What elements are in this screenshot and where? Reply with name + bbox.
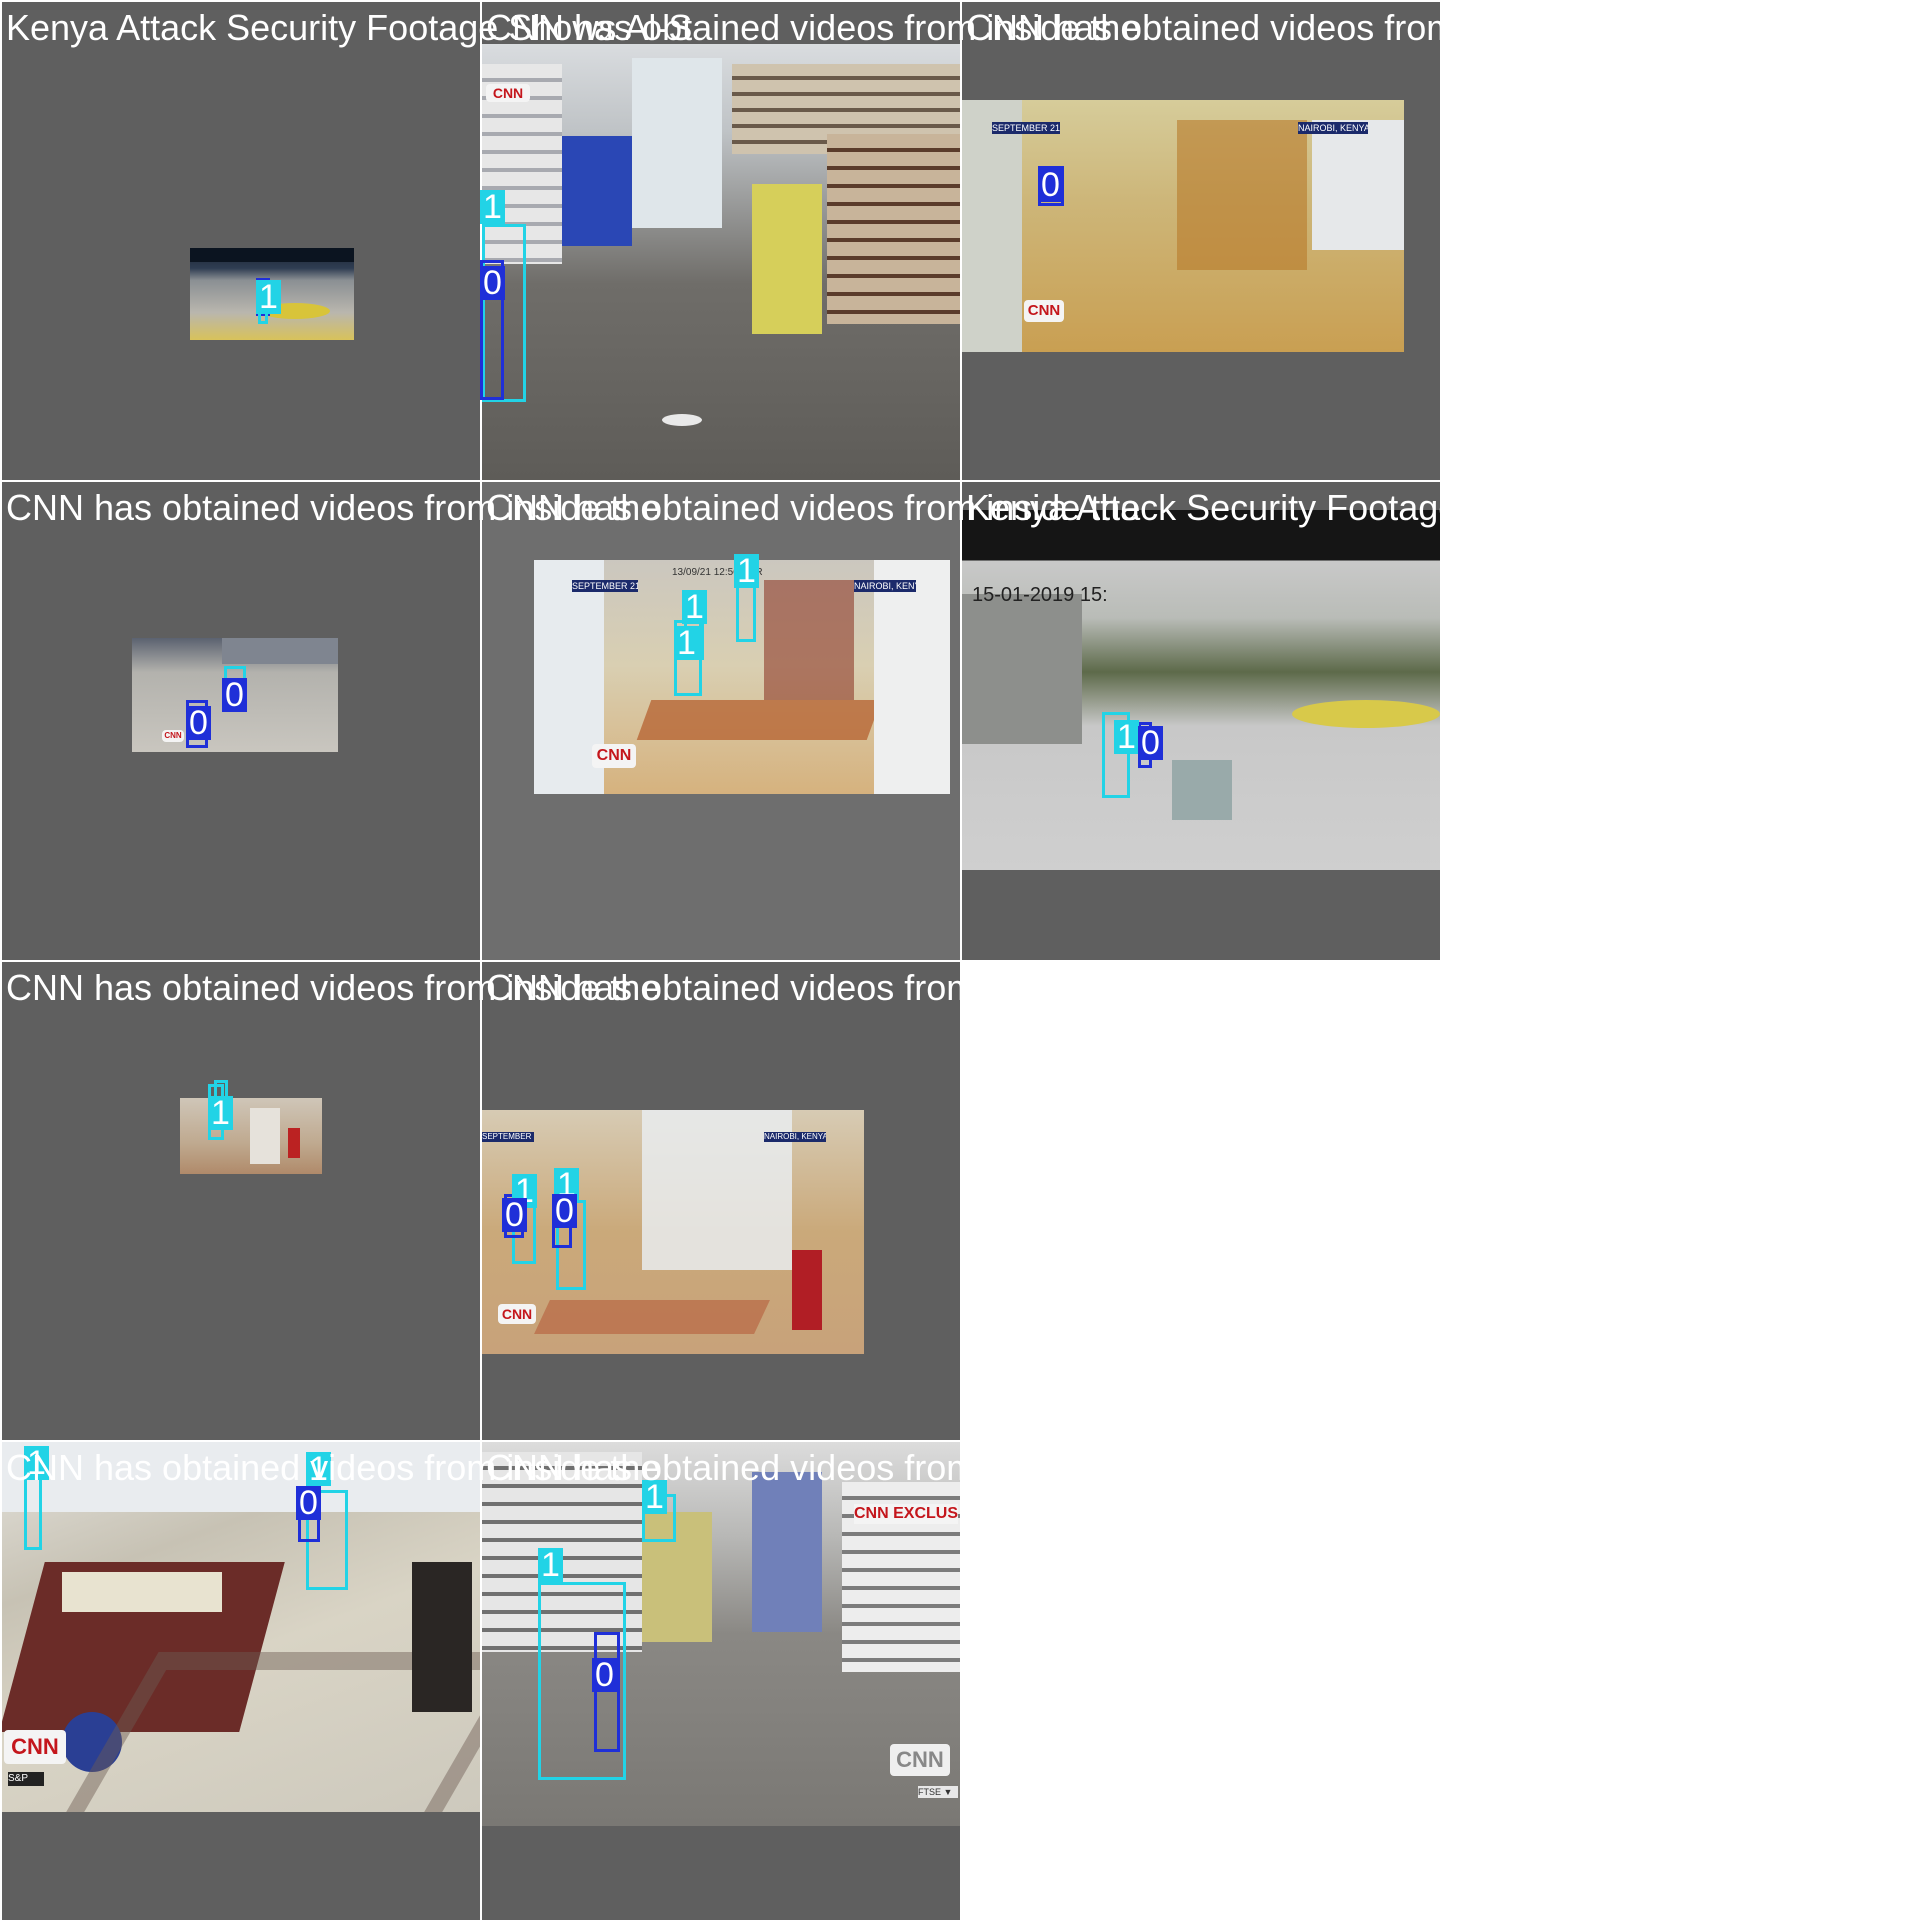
detection-label: 1 — [674, 626, 699, 660]
detection-box-person — [594, 1632, 620, 1752]
cnn-logo: CNN — [1024, 300, 1064, 322]
date-overlay: SEPTEMBER 21 — [572, 580, 638, 592]
frame-image — [962, 510, 1440, 870]
detection-label: 0 — [222, 678, 247, 712]
cnn-logo: CNN — [498, 1304, 536, 1324]
cnn-logo: CNN — [890, 1744, 950, 1776]
cctv-date-overlay: 15-01-2019 15: — [972, 584, 1108, 606]
detection-label: 1 — [306, 1452, 331, 1486]
cnn-logo: CNN — [486, 84, 530, 102]
detection-box-person — [482, 224, 526, 402]
ticker-overlay: FTSE ▼ — [918, 1786, 958, 1798]
detection-label: 1 — [256, 280, 281, 314]
frame-image — [2, 1442, 480, 1812]
detection-label: 1 — [682, 590, 707, 624]
frame-image — [482, 1110, 864, 1354]
mosaic-tile-3: SEPTEMBER 21 NAIROBI, KENYA CNN 0 CNN ha… — [962, 2, 1620, 480]
mosaic-tile-8: SEPTEMBER 21 NAIROBI, KENYA CNN 1 1 0 0 … — [482, 962, 1140, 1440]
mosaic-tile-5: SEPTEMBER 21 NAIROBI, KENYA 13/09/21 12:… — [482, 482, 1140, 960]
detection-label: 1 — [734, 554, 759, 588]
detection-box-person — [538, 1582, 626, 1780]
detection-label: 0 — [1138, 726, 1163, 760]
detection-label: 0 — [552, 1194, 577, 1228]
location-overlay: NAIROBI, KENYA — [1298, 122, 1368, 134]
date-overlay: SEPTEMBER 21 — [482, 1132, 534, 1142]
cnn-exclusive-banner: CNN EXCLUS — [854, 1504, 959, 1524]
detection-label: 0 — [480, 266, 505, 300]
detection-box-person — [480, 260, 504, 400]
mosaic-tile-10: CNN EXCLUS CNN FTSE ▼ 1 1 0 CNN has obta… — [482, 1442, 1140, 1920]
mosaic-tile-6: 15-01-2019 15: 1 0 Kenya Attack Security… — [962, 482, 1652, 960]
mosaic-tile-7: 1 CNN has obtained videos from inside th… — [2, 962, 660, 1440]
detection-label: 1 — [24, 1446, 49, 1480]
detection-box-person — [1102, 712, 1130, 798]
detection-label: 0 — [592, 1658, 617, 1692]
date-overlay: SEPTEMBER 21 — [992, 122, 1060, 134]
detection-label: 0 — [296, 1486, 321, 1520]
detection-label: 1 — [208, 1096, 233, 1130]
frame-image — [482, 1442, 960, 1826]
detection-label: 1 — [538, 1548, 563, 1582]
location-overlay: NAIROBI, KENYA — [764, 1132, 826, 1142]
mosaic-tile-4: CNN 0 0 CNN has obtained videos from ins… — [2, 482, 660, 960]
location-overlay: NAIROBI, KENYA — [854, 580, 916, 592]
cnn-logo: CNN — [162, 730, 184, 742]
detection-label: 1 — [1114, 720, 1139, 754]
cnn-logo: CNN — [4, 1730, 66, 1764]
detection-label: 1 — [642, 1480, 667, 1514]
mosaic-tile-2: CNN 1 0 CNN has obtained videos from ins… — [480, 2, 1140, 480]
frame-image — [180, 1098, 322, 1174]
frame-caption: CNN has obtained videos from inside the — [486, 967, 1141, 1008]
mosaic-tile-1: 1 Kenya Attack Security Footage Shows Al… — [2, 2, 692, 480]
frame-image — [962, 100, 1404, 352]
mosaic-tile-9: CNN S&P 1 1 0 CNN has obtained videos fr… — [2, 1442, 660, 1920]
detection-label: 0 — [186, 706, 211, 740]
timestamp-overlay: 13/09/21 12:56 DVR — [672, 567, 763, 578]
frame-caption: CNN has obtained videos from inside the — [966, 7, 1621, 48]
ticker-overlay: S&P — [8, 1772, 44, 1786]
detection-label: 0 — [1038, 168, 1063, 202]
cnn-logo: CNN — [592, 744, 636, 768]
detection-label: 0 — [502, 1198, 527, 1232]
detection-label: 1 — [480, 190, 505, 224]
frame-image — [482, 44, 960, 480]
